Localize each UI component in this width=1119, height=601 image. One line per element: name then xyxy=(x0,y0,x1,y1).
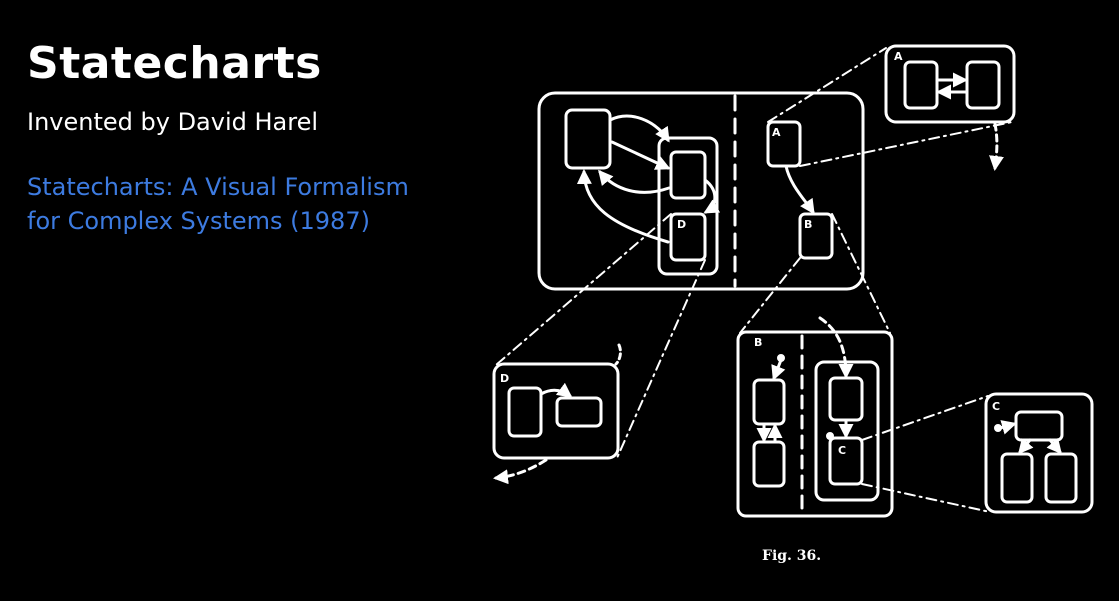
zoom-line xyxy=(861,395,989,441)
state-box xyxy=(657,136,719,276)
label-a-zoom: A xyxy=(894,50,903,63)
transition-arrow xyxy=(576,169,670,244)
zoom-state-b xyxy=(736,316,894,518)
paper-link-line-2: for Complex Systems (1987) xyxy=(27,207,370,235)
default-arrow xyxy=(771,358,786,381)
state-box xyxy=(965,60,1001,110)
zoom-line xyxy=(799,121,1013,167)
state-d xyxy=(669,212,707,262)
label-b: B xyxy=(804,218,812,231)
transition-arrow xyxy=(598,169,671,194)
label-b-zoom: B xyxy=(754,336,762,349)
transition-arrow xyxy=(610,140,671,170)
zoom-b-box xyxy=(736,330,894,518)
state-b xyxy=(798,212,834,260)
default-dot xyxy=(826,432,834,440)
transition-arrow xyxy=(539,382,573,398)
zoom-state-c xyxy=(984,392,1094,514)
transition-arrow xyxy=(1018,437,1034,455)
state-box xyxy=(1044,452,1078,504)
paper-link-line-1: Statecharts: A Visual Formalism xyxy=(27,173,409,201)
zoom-connector-lines xyxy=(495,47,1013,513)
transition-arrow xyxy=(608,114,670,143)
label-c-zoom: C xyxy=(992,400,1000,413)
zoom-a-box xyxy=(884,44,1016,124)
label-c: C xyxy=(838,444,846,457)
state-box xyxy=(507,386,543,438)
zoom-line xyxy=(831,213,891,334)
state-box xyxy=(752,440,786,488)
main-outer-state xyxy=(537,91,865,291)
state-box xyxy=(903,60,939,110)
zoom-line xyxy=(495,213,672,366)
zoom-d-box xyxy=(492,362,620,460)
zoom-line xyxy=(739,257,801,334)
zoom-line xyxy=(616,259,706,459)
entry-arrow xyxy=(614,343,622,366)
state-box xyxy=(564,108,612,170)
zoom-line xyxy=(861,483,991,513)
label-d-zoom: D xyxy=(500,372,509,385)
state-box xyxy=(1000,452,1034,504)
default-arrow xyxy=(998,420,1017,435)
zoom-line xyxy=(767,47,887,123)
exit-arrow xyxy=(493,458,548,485)
transition-arrow xyxy=(703,178,721,214)
entry-arrow xyxy=(818,316,854,379)
state-box xyxy=(1014,410,1064,442)
main-statechart xyxy=(537,91,865,291)
paper-link[interactable]: Statecharts: A Visual Formalism for Comp… xyxy=(27,170,467,238)
state-box xyxy=(814,360,880,502)
zoom-state-d xyxy=(492,343,622,485)
figure-caption: Fig. 36. xyxy=(762,548,822,564)
transition-arrow xyxy=(784,164,815,215)
zoom-state-a xyxy=(884,44,1016,171)
exit-arrow xyxy=(989,122,1004,171)
state-a xyxy=(766,120,802,168)
state-box xyxy=(828,376,864,422)
state-box xyxy=(555,396,603,428)
transition-arrow xyxy=(1046,437,1062,455)
state-box xyxy=(669,150,707,200)
zoom-c-box xyxy=(984,392,1094,514)
slide-subtitle: Invented by David Harel xyxy=(27,108,319,136)
slide-title: Statecharts xyxy=(27,38,322,89)
label-a: A xyxy=(772,126,781,139)
state-box xyxy=(752,378,786,426)
label-d: D xyxy=(677,218,686,231)
